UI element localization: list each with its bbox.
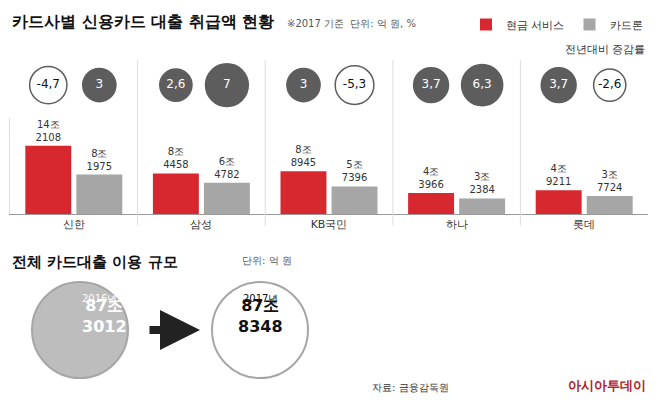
svg-text:7: 7 <box>223 77 231 91</box>
svg-text:-4,7: -4,7 <box>37 77 60 91</box>
svg-text:87조3012: 87조3012 <box>82 296 127 336</box>
svg-text:2,6: 2,6 <box>166 77 185 91</box>
svg-text:3조7724: 3조7724 <box>597 169 622 193</box>
svg-text:3,7: 3,7 <box>549 77 568 91</box>
svg-text:롯데: 롯데 <box>573 218 595 231</box>
svg-text:단위: 억 원: 단위: 억 원 <box>242 255 292 266</box>
svg-text:2016년: 2016년 <box>82 293 117 304</box>
svg-text:6조4782: 6조4782 <box>214 156 239 180</box>
svg-text:3: 3 <box>300 77 308 91</box>
svg-text:3조2384: 3조2384 <box>469 171 494 195</box>
svg-text:삼성: 삼성 <box>190 218 212 231</box>
svg-text:5조7396: 5조7396 <box>342 159 367 183</box>
svg-text:아시아투데이: 아시아투데이 <box>568 378 646 393</box>
svg-text:6,3: 6,3 <box>473 77 492 91</box>
svg-text:2017년: 2017년 <box>243 293 278 304</box>
svg-text:전체 카드대출 이용 규모: 전체 카드대출 이용 규모 <box>12 253 178 271</box>
svg-text:-5,3: -5,3 <box>343 77 366 91</box>
svg-text:3,7: 3,7 <box>422 77 441 91</box>
svg-text:14조2108: 14조2108 <box>36 119 61 143</box>
svg-text:카드사별 신용카드 대출 취급액 현황: 카드사별 신용카드 대출 취급액 현황 <box>12 12 274 31</box>
svg-text:카드론: 카드론 <box>610 19 643 32</box>
svg-text:하나: 하나 <box>446 218 468 231</box>
svg-text:신한: 신한 <box>63 218 85 231</box>
svg-text:8조4458: 8조4458 <box>163 146 188 170</box>
svg-text:KB국민: KB국민 <box>311 218 348 231</box>
svg-text:자료: 금융감독원: 자료: 금융감독원 <box>372 382 449 393</box>
svg-text:8조1975: 8조1975 <box>87 148 112 172</box>
svg-text:현금 서비스: 현금 서비스 <box>506 19 565 32</box>
svg-text:-2,6: -2,6 <box>598 77 621 91</box>
svg-text:8조8945: 8조8945 <box>291 144 316 168</box>
svg-text:4조3966: 4조3966 <box>418 166 443 190</box>
svg-text:3: 3 <box>95 77 103 91</box>
svg-text:※2017 기준 단위: 억 원, %: ※2017 기준 단위: 억 원, % <box>287 18 416 29</box>
svg-text:87조8348: 87조8348 <box>238 296 283 336</box>
svg-text:전년대비 증감률: 전년대비 증감률 <box>565 43 646 56</box>
svg-text:4조9211: 4조9211 <box>546 163 571 187</box>
